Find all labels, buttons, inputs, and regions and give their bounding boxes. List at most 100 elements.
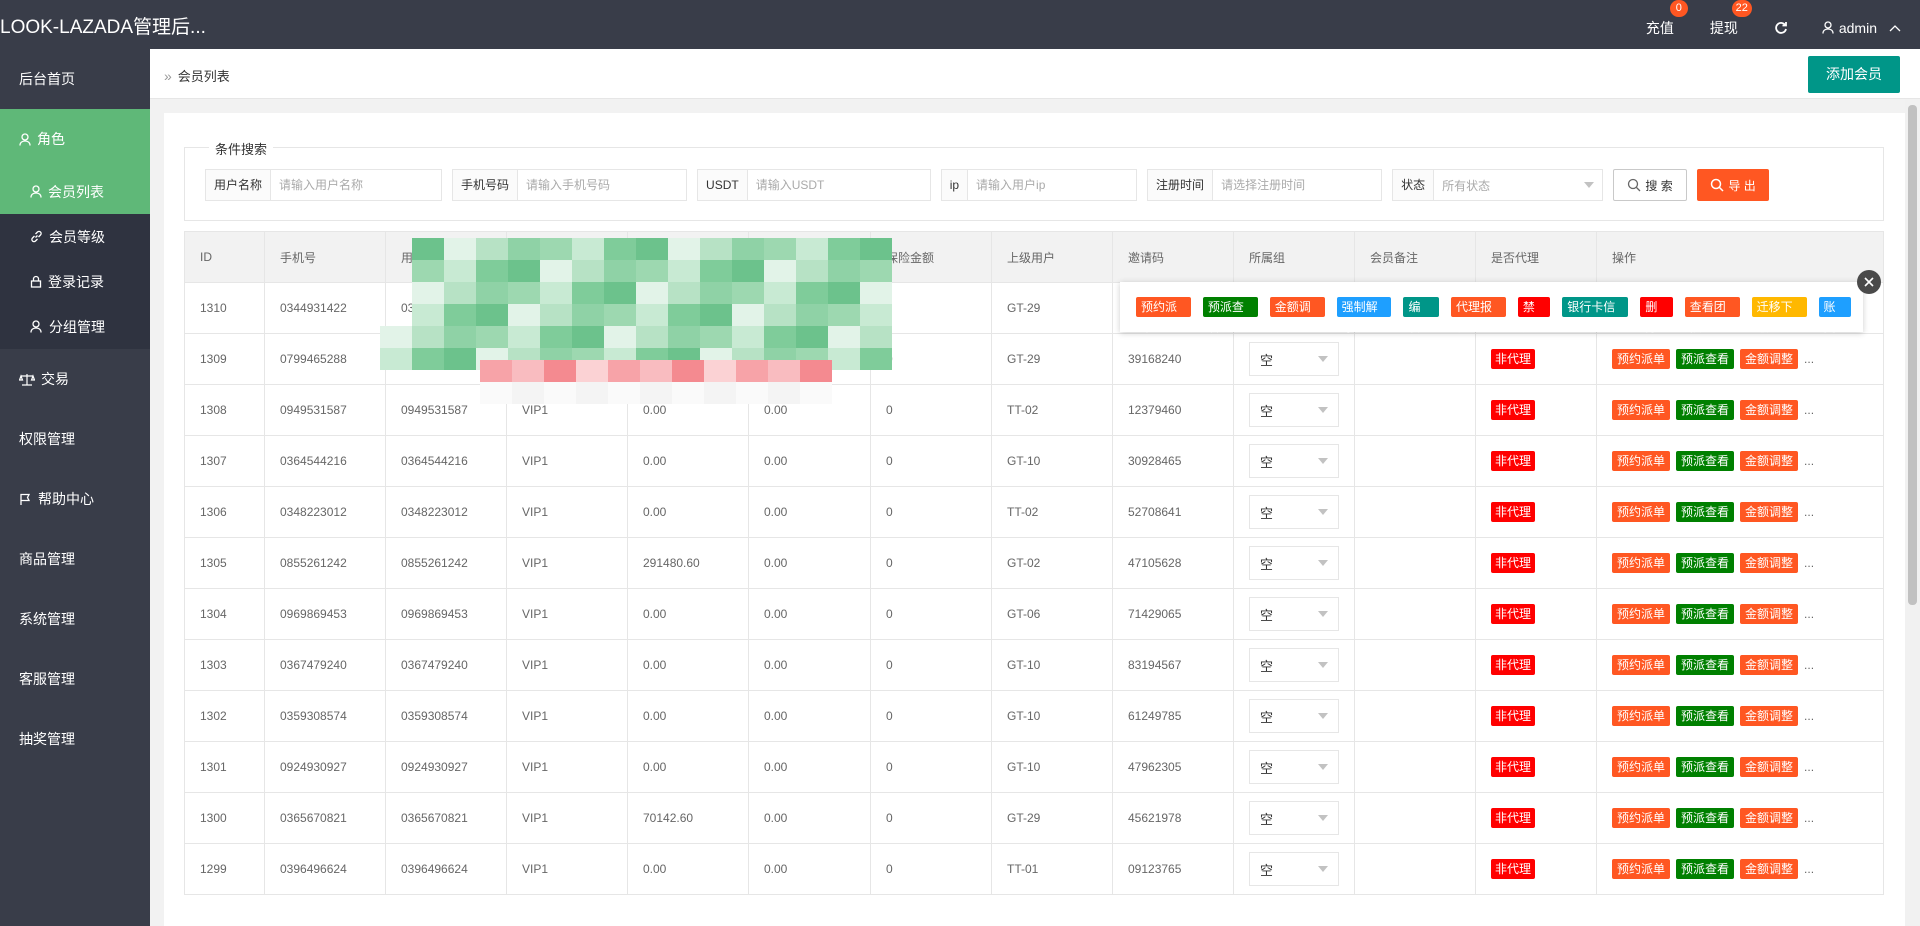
cell-group: 空 (1233, 843, 1355, 895)
refresh-icon[interactable] (1774, 21, 1788, 35)
row-action-button[interactable]: 金额调整 (1740, 451, 1799, 471)
popup-action-button[interactable]: 删除 (1640, 297, 1673, 334)
row-action-button[interactable]: 预派查看 (1676, 349, 1735, 369)
row-action-button[interactable]: 预约派单 (1612, 706, 1671, 726)
export-button[interactable]: 导 出 (1697, 169, 1770, 201)
row-action-button[interactable]: 金额调整 (1740, 502, 1799, 522)
group-select[interactable]: 空 (1249, 444, 1339, 478)
popup-action-button[interactable]: 强制解冻 (1336, 297, 1392, 334)
sidebar-item-group-manage[interactable]: 分组管理 (0, 304, 150, 349)
sidebar-item-member-list[interactable]: 会员列表 (0, 169, 150, 214)
row-action-button[interactable]: 预约派单 (1612, 349, 1671, 369)
row-action-button[interactable]: 预派查看 (1676, 502, 1735, 522)
row-action-button[interactable]: 预派查看 (1676, 553, 1735, 573)
sidebar-item-help[interactable]: 帮助中心 (0, 469, 150, 529)
sidebar-item-permission[interactable]: 权限管理 (0, 409, 150, 469)
row-action-button[interactable]: 预约派单 (1612, 808, 1671, 828)
sidebar-item-member-level[interactable]: 会员等级 (0, 214, 150, 259)
sidebar-item-goods[interactable]: 商品管理 (0, 529, 150, 589)
group-select[interactable]: 空 (1249, 648, 1339, 682)
popup-action-button[interactable]: 预派查看 (1202, 297, 1258, 334)
more-actions-button[interactable]: ... (1804, 505, 1815, 519)
row-action-button[interactable]: 金额调整 (1740, 706, 1799, 726)
group-select[interactable]: 空 (1249, 852, 1339, 886)
more-actions-button[interactable]: ... (1804, 709, 1815, 723)
sidebar-item-system[interactable]: 系统管理 (0, 589, 150, 649)
row-action-button[interactable]: 预约派单 (1612, 553, 1671, 573)
sidebar-item-role[interactable]: 角色 (0, 109, 150, 169)
more-actions-button[interactable]: ... (1804, 811, 1815, 825)
popup-action-button[interactable]: 银行卡信息 (1562, 297, 1629, 334)
sidebar-item-lottery[interactable]: 抽奖管理 (0, 709, 150, 769)
popup-action-button[interactable]: 预约派单 (1136, 297, 1191, 334)
sidebar-item-trade[interactable]: 交易 (0, 349, 150, 409)
mosaic-tile (608, 382, 640, 404)
row-action-button[interactable]: 金额调整 (1740, 655, 1799, 675)
username-input[interactable] (271, 170, 442, 200)
popup-action-button[interactable]: 编 辑 (1403, 297, 1439, 334)
row-action-button[interactable]: 预派查看 (1676, 757, 1735, 777)
more-actions-button[interactable]: ... (1804, 862, 1815, 876)
more-actions-button[interactable]: ... (1804, 454, 1815, 468)
row-action-button[interactable]: 金额调整 (1740, 553, 1799, 573)
group-select[interactable]: 空 (1249, 801, 1339, 835)
row-action-button[interactable]: 预约派单 (1612, 502, 1671, 522)
row-action-button[interactable]: 金额调整 (1740, 604, 1799, 624)
row-action-button[interactable]: 预派查看 (1676, 604, 1735, 624)
withdraw-link[interactable]: 提现 22 (1710, 0, 1752, 38)
row-action-button[interactable]: 预约派单 (1612, 400, 1671, 420)
regtime-input[interactable] (1213, 170, 1382, 200)
row-action-button[interactable]: 金额调整 (1740, 859, 1799, 879)
row-action-button[interactable]: 金额调整 (1740, 349, 1799, 369)
group-select[interactable]: 空 (1249, 750, 1339, 784)
more-actions-button[interactable]: ... (1804, 658, 1815, 672)
phone-input[interactable] (518, 170, 687, 200)
popup-action-button[interactable]: 金额调整 (1269, 297, 1325, 334)
vertical-scrollbar[interactable] (1905, 99, 1920, 926)
close-icon[interactable] (1857, 270, 1881, 294)
popup-action-button[interactable]: 代理报表 (1450, 297, 1506, 334)
recharge-link[interactable]: 充值 0 (1646, 0, 1688, 38)
popup-action-button[interactable]: 查看团队 (1684, 297, 1740, 334)
row-action-button[interactable]: 预派查看 (1676, 808, 1735, 828)
mosaic-tile (604, 326, 636, 348)
sidebar-item-home[interactable]: 后台首页 (0, 49, 150, 109)
group-select[interactable]: 空 (1249, 597, 1339, 631)
row-action-button[interactable]: 预约派单 (1612, 757, 1671, 777)
scrollbar-thumb[interactable] (1908, 105, 1917, 605)
more-actions-button[interactable]: ... (1804, 403, 1815, 417)
row-action-button[interactable]: 预约派单 (1612, 451, 1671, 471)
row-action-button[interactable]: 预派查看 (1676, 451, 1735, 471)
row-action-button[interactable]: 预派查看 (1676, 655, 1735, 675)
popup-action-button[interactable]: 禁用 (1517, 297, 1551, 334)
status-select[interactable]: 所有状态 (1434, 170, 1602, 200)
row-action-button[interactable]: 金额调整 (1740, 808, 1799, 828)
more-actions-button[interactable]: ... (1804, 556, 1815, 570)
ip-input[interactable] (968, 170, 1137, 200)
more-actions-button[interactable]: ... (1804, 607, 1815, 621)
more-actions-button[interactable]: ... (1804, 760, 1815, 774)
row-action-button[interactable]: 预约派单 (1612, 859, 1671, 879)
admin-menu[interactable]: admin (1822, 20, 1906, 36)
group-select[interactable]: 空 (1249, 546, 1339, 580)
row-action-button[interactable]: 预派查看 (1676, 859, 1735, 879)
add-member-button[interactable]: 添加会员 (1808, 56, 1900, 93)
group-select[interactable]: 空 (1249, 699, 1339, 733)
popup-action-button[interactable]: 迁移下级 (1751, 297, 1807, 334)
row-action-button[interactable]: 预派查看 (1676, 706, 1735, 726)
row-action-button[interactable]: 预约派单 (1612, 604, 1671, 624)
row-action-button[interactable]: 金额调整 (1740, 757, 1799, 777)
more-actions-button[interactable]: ... (1804, 352, 1815, 366)
cell-parent: GT-10 (991, 741, 1113, 793)
row-action-button[interactable]: 预派查看 (1676, 400, 1735, 420)
group-select[interactable]: 空 (1249, 393, 1339, 427)
row-action-button[interactable]: 金额调整 (1740, 400, 1799, 420)
group-select[interactable]: 空 (1249, 495, 1339, 529)
row-action-button[interactable]: 预约派单 (1612, 655, 1671, 675)
sidebar-item-service[interactable]: 客服管理 (0, 649, 150, 709)
popup-action-button[interactable]: 账变 (1818, 297, 1851, 334)
sidebar-item-login-log[interactable]: 登录记录 (0, 259, 150, 304)
search-button[interactable]: 搜 索 (1613, 169, 1688, 201)
group-select[interactable]: 空 (1249, 342, 1339, 376)
usdt-input[interactable] (747, 170, 930, 200)
